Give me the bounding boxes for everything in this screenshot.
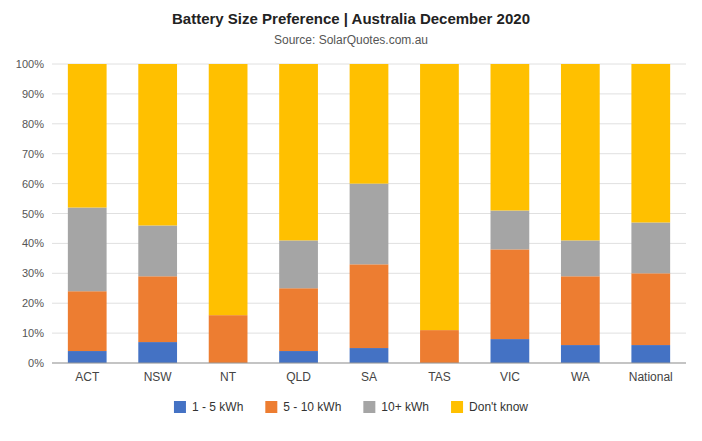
legend-item: 10+ kWh (363, 400, 429, 414)
legend: 1 - 5 kWh 5 - 10 kWh 10+ kWh Don't know (174, 400, 528, 414)
bar-segment (209, 64, 248, 315)
bar-segment (68, 291, 107, 351)
bar-segment (68, 64, 107, 208)
legend-swatch (265, 401, 277, 413)
chart: Battery Size Preference | Australia Dece… (0, 0, 702, 441)
x-tick-label: VIC (500, 370, 520, 384)
bar-segment (138, 225, 177, 276)
y-tick-label: 10% (22, 327, 44, 339)
bar-segment (279, 64, 318, 240)
bar-segment (491, 211, 530, 250)
x-tick-label: NSW (144, 370, 173, 384)
bar-segment (420, 330, 459, 363)
bar-segment (350, 264, 389, 348)
x-tick-label: NT (220, 370, 237, 384)
bar-segment (561, 276, 600, 345)
bar-segment (350, 184, 389, 265)
x-tick-label: QLD (286, 370, 311, 384)
bar-segment (279, 240, 318, 288)
y-tick-label: 40% (22, 237, 44, 249)
legend-swatch (174, 401, 186, 413)
legend-swatch (451, 401, 463, 413)
bar-segment (68, 351, 107, 363)
x-axis-line (52, 363, 686, 364)
bar-segment (561, 240, 600, 276)
bar-segment (350, 348, 389, 363)
bar-segment (350, 64, 389, 184)
y-tick-label: 60% (22, 178, 44, 190)
bar-segment (209, 315, 248, 363)
bar-segment (631, 222, 670, 273)
legend-label: Don't know (469, 400, 528, 414)
bar-segment (138, 276, 177, 342)
legend-label: 10+ kWh (381, 400, 429, 414)
bar-segment (68, 208, 107, 292)
x-tick-label: TAS (428, 370, 450, 384)
bar-segment (631, 273, 670, 345)
y-tick-label: 90% (22, 88, 44, 100)
y-tick-label: 30% (22, 267, 44, 279)
y-tick-label: 100% (16, 58, 44, 70)
bar-segment (491, 249, 530, 339)
bar-segment (279, 288, 318, 351)
bar-segment (631, 345, 670, 363)
bar-segment (561, 64, 600, 240)
bar-segment (138, 64, 177, 225)
y-tick-label: 50% (22, 208, 44, 220)
y-tick-label: 80% (22, 118, 44, 130)
subtitle: Source: SolarQuotes.com.au (274, 33, 428, 47)
x-tick-label: National (629, 370, 673, 384)
bars (68, 64, 670, 363)
x-tick-label: SA (361, 370, 377, 384)
legend-swatch (363, 401, 375, 413)
grid-line (52, 363, 686, 364)
bar-segment (138, 342, 177, 363)
legend-label: 5 - 10 kWh (283, 400, 341, 414)
bar-segment (631, 64, 670, 222)
x-tick-label: WA (571, 370, 590, 384)
bar-segment (561, 345, 600, 363)
y-tick-label: 0% (28, 357, 44, 369)
bar-segment (279, 351, 318, 363)
legend-item: Don't know (451, 400, 528, 414)
x-tick-label: ACT (75, 370, 100, 384)
y-tick-label: 70% (22, 148, 44, 160)
bar-segment (420, 64, 459, 330)
legend-item: 5 - 10 kWh (265, 400, 341, 414)
legend-label: 1 - 5 kWh (192, 400, 243, 414)
bar-segment (491, 64, 530, 211)
y-tick-label: 20% (22, 297, 44, 309)
legend-item: 1 - 5 kWh (174, 400, 243, 414)
grid (52, 64, 686, 363)
bar-segment (491, 339, 530, 363)
title: Battery Size Preference | Australia Dece… (172, 10, 530, 27)
